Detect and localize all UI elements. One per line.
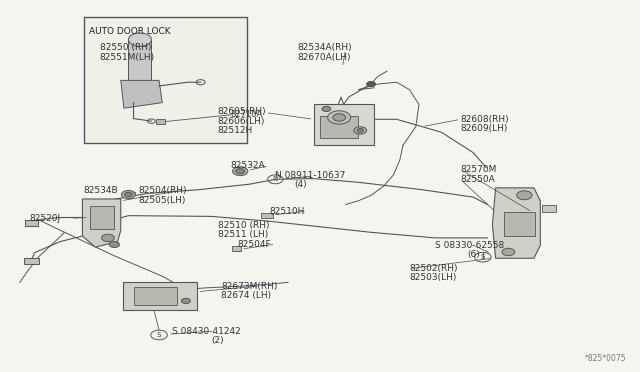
Circle shape <box>333 114 346 121</box>
Bar <box>90 206 115 229</box>
Polygon shape <box>492 188 540 258</box>
Circle shape <box>122 190 136 199</box>
Text: N: N <box>273 176 278 182</box>
Text: 82670A(LH): 82670A(LH) <box>298 52 351 61</box>
Text: 82502(RH): 82502(RH) <box>410 264 458 273</box>
Text: 82534B: 82534B <box>84 186 118 195</box>
Text: 82570M: 82570M <box>461 165 497 174</box>
Text: 82504(RH): 82504(RH) <box>138 186 186 195</box>
Text: 82511 (LH): 82511 (LH) <box>218 230 268 240</box>
Bar <box>129 39 152 80</box>
Text: 82551M(LH): 82551M(LH) <box>100 52 155 62</box>
Bar <box>232 246 241 251</box>
Bar <box>84 17 246 143</box>
Circle shape <box>125 192 132 197</box>
Text: (2): (2) <box>211 336 224 345</box>
Text: S: S <box>157 332 161 338</box>
Text: 82605(RH): 82605(RH) <box>218 108 266 116</box>
Circle shape <box>357 129 364 132</box>
Text: 82510 (RH): 82510 (RH) <box>218 221 269 230</box>
Bar <box>25 221 38 226</box>
Bar <box>504 212 534 236</box>
Circle shape <box>236 169 244 174</box>
Bar <box>156 119 166 124</box>
Circle shape <box>502 248 515 256</box>
Text: (4): (4) <box>294 180 307 189</box>
Circle shape <box>181 298 190 304</box>
Text: 82504F: 82504F <box>237 240 271 249</box>
Circle shape <box>328 111 351 124</box>
Text: 82512H: 82512H <box>218 126 253 135</box>
Circle shape <box>102 234 115 241</box>
Circle shape <box>367 81 376 87</box>
Polygon shape <box>121 80 163 108</box>
Bar <box>124 282 197 310</box>
Text: S: S <box>481 254 485 260</box>
Circle shape <box>516 191 532 200</box>
Text: 82608(RH): 82608(RH) <box>461 115 509 124</box>
Bar <box>542 205 556 212</box>
Text: N 08911-10637: N 08911-10637 <box>275 171 346 180</box>
Circle shape <box>232 167 248 176</box>
Text: 82673M(RH): 82673M(RH) <box>221 282 277 291</box>
Text: 82550 (RH): 82550 (RH) <box>100 42 151 52</box>
Bar <box>314 105 374 145</box>
Bar <box>320 116 358 138</box>
Text: 82606(LH): 82606(LH) <box>218 117 265 126</box>
Text: S 08430-41242: S 08430-41242 <box>172 327 241 336</box>
Text: 82520J: 82520J <box>29 214 61 223</box>
Bar <box>134 287 177 305</box>
Circle shape <box>322 106 331 112</box>
Text: (6): (6) <box>467 250 479 259</box>
Bar <box>261 213 273 218</box>
Text: 82534A(RH): 82534A(RH) <box>298 42 352 51</box>
Text: 82609(LH): 82609(LH) <box>461 124 508 133</box>
Text: 82503(LH): 82503(LH) <box>410 273 457 282</box>
Text: 82532A: 82532A <box>230 161 265 170</box>
Polygon shape <box>83 199 121 247</box>
Text: 82674 (LH): 82674 (LH) <box>221 291 271 300</box>
Circle shape <box>109 241 120 247</box>
Circle shape <box>129 33 152 46</box>
Text: *825*0075: *825*0075 <box>585 354 627 363</box>
Text: 82510H: 82510H <box>269 207 304 216</box>
Text: AUTO DOOR LOCK: AUTO DOOR LOCK <box>89 27 170 36</box>
Circle shape <box>354 127 367 134</box>
Text: 82505(LH): 82505(LH) <box>138 196 186 205</box>
Text: 82550A: 82550A <box>461 175 495 184</box>
Bar <box>24 258 39 264</box>
Text: 82710A: 82710A <box>230 110 263 119</box>
Text: S 08330-62558: S 08330-62558 <box>435 241 504 250</box>
